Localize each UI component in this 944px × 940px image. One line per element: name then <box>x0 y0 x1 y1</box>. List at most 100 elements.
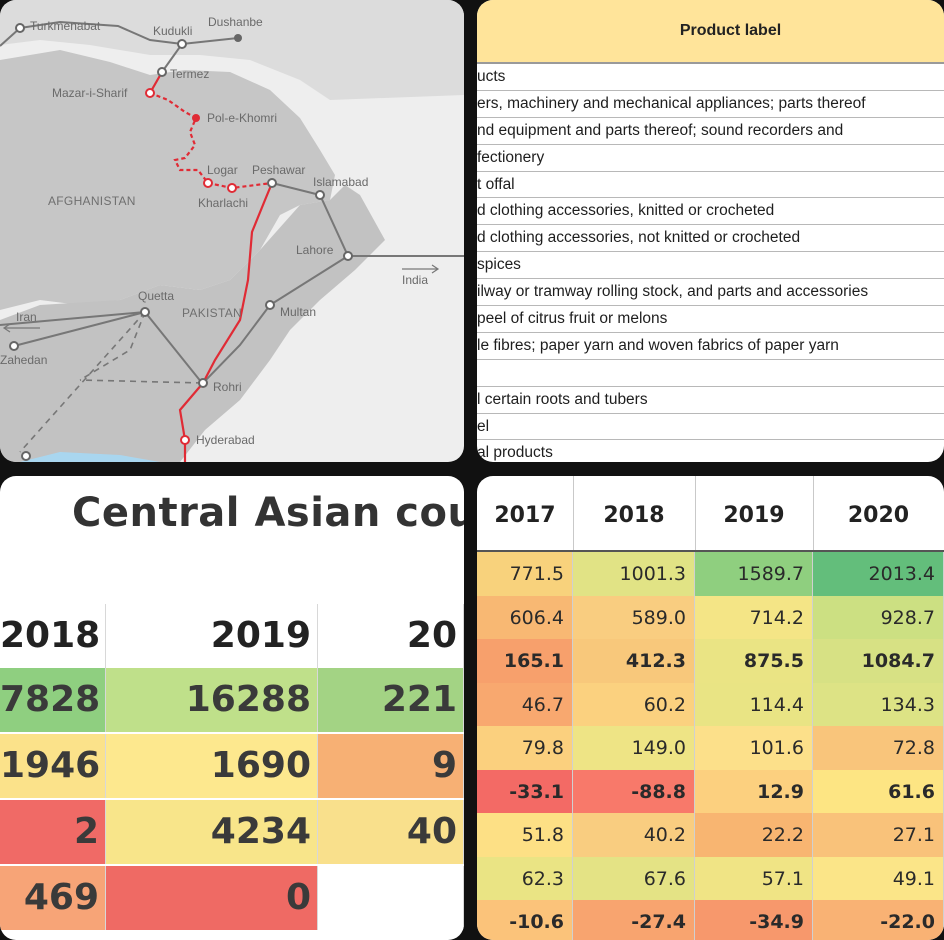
table-cell: 165.1 <box>477 639 573 683</box>
table-cell: 22.2 <box>695 813 813 857</box>
product-label-row <box>477 360 944 387</box>
table-cell: 1084.7 <box>813 639 944 683</box>
route-map: Turkmenabat Kudukli Dushanbe Termez Maza… <box>0 0 464 462</box>
year-column-header: 2020 <box>813 476 944 550</box>
column-header: 20 <box>318 604 464 668</box>
table-cell: -33.1 <box>477 769 573 814</box>
yearly-values-tile: 2017 2018 2019 2020 771.5 1001.3 1589.7 2013.4… <box>477 476 944 940</box>
table-row: 46.7 60.2 114.4 134.3 <box>477 682 944 728</box>
table-row: 606.4 589.0 714.2 928.7 <box>477 595 944 641</box>
table-row: 62.3 67.6 57.1 49.1 <box>477 856 944 902</box>
table-cell: 875.5 <box>695 639 813 683</box>
table-cell: 40.2 <box>573 813 695 857</box>
table-cell: 114.4 <box>695 682 813 727</box>
city-label-pol: Pol-e-Khomri <box>207 111 277 125</box>
table-cell: 221 <box>318 668 464 732</box>
product-label-row: nd equipment and parts thereof; sound re… <box>477 118 944 145</box>
water-arabian-sea <box>20 452 160 462</box>
product-label-header: Product label <box>477 0 944 64</box>
table-cell: 4234 <box>106 800 318 864</box>
table-cell: 412.3 <box>573 639 695 683</box>
city-label-logar: Logar <box>207 163 238 177</box>
table-cell: 469 <box>0 866 106 930</box>
city-label-dushanbe: Dushanbe <box>208 15 263 29</box>
table-cell: 101.6 <box>695 726 813 770</box>
product-label-row: t offal <box>477 172 944 199</box>
year-column-header: 2017 <box>477 476 574 550</box>
city-label-multan: Multan <box>280 305 316 319</box>
table-cell: 12.9 <box>695 769 813 814</box>
product-label-row: d clothing accessories, not knitted or c… <box>477 225 944 253</box>
product-label-row: le fibres; paper yarn and woven fabrics … <box>477 333 944 360</box>
table-cell: 61.6 <box>813 769 944 814</box>
product-label-row: spices <box>477 252 944 280</box>
column-header: 2019 <box>106 604 318 668</box>
product-label-row: ilway or tramway rolling stock, and part… <box>477 279 944 307</box>
table-cell: 149.0 <box>573 726 695 770</box>
table-cell: 2013.4 <box>813 552 944 596</box>
country-label-iran: Iran <box>16 310 37 324</box>
table-row: -33.1 -88.8 12.9 61.6 <box>477 769 944 815</box>
table-cell <box>318 866 464 930</box>
table-cell: 1001.3 <box>573 552 695 596</box>
table-cell: 589.0 <box>573 595 695 640</box>
table-row: 51.8 40.2 22.2 27.1 <box>477 813 944 858</box>
city-label-hyderabad: Hyderabad <box>196 433 255 447</box>
product-label-row: l certain roots and tubers <box>477 387 944 414</box>
city-label-rohri: Rohri <box>213 380 242 394</box>
table-row: 165.1 412.3 875.5 1084.7 <box>477 639 944 684</box>
table-row: -10.6 -27.4 -34.9 -22.0 <box>477 900 944 940</box>
year-column-header: 2018 <box>573 476 696 550</box>
city-label-peshawar: Peshawar <box>252 163 305 177</box>
table-cell: -34.9 <box>695 900 813 940</box>
map-tile: Turkmenabat Kudukli Dushanbe Termez Maza… <box>0 0 464 462</box>
city-label-quetta: Quetta <box>138 289 174 303</box>
table-cell: 714.2 <box>695 595 813 640</box>
product-label-row: peel of citrus fruit or melons <box>477 306 944 333</box>
column-header: 2018 <box>0 604 106 668</box>
table-cell: 27.1 <box>813 813 944 857</box>
table-cell: 771.5 <box>477 552 573 596</box>
table-cell: 51.8 <box>477 813 573 857</box>
table-cell: 60.2 <box>573 682 695 727</box>
table-cell: 0 <box>106 866 318 930</box>
country-label-pakistan: PAKISTAN <box>182 306 242 320</box>
table-cell: 16288 <box>106 668 318 732</box>
table-cell: 7828 <box>0 668 106 732</box>
table-cell: 9 <box>318 734 464 798</box>
city-label-kudukli: Kudukli <box>153 24 192 38</box>
land-pakistan <box>0 185 385 462</box>
table-cell: 2 <box>0 800 106 864</box>
city-label-kharlachi: Kharlachi <box>198 196 248 210</box>
table-cell: -27.4 <box>573 900 695 940</box>
product-label-row: el <box>477 414 944 441</box>
city-label-turkmenabat: Turkmenabat <box>30 19 101 33</box>
city-label-termez: Termez <box>170 67 209 81</box>
table-cell: 606.4 <box>477 595 573 640</box>
table-cell: 928.7 <box>813 595 944 640</box>
product-label-row: ucts <box>477 64 944 91</box>
city-label-mazar: Mazar-i-Sharif <box>52 86 128 100</box>
country-label-afghanistan: AFGHANISTAN <box>48 194 136 208</box>
table-cell: -88.8 <box>573 769 695 814</box>
table-cell: 57.1 <box>695 856 813 901</box>
central-asia-tile: Central Asian count 20182019207828162882… <box>0 476 464 940</box>
product-label-row: al products <box>477 440 944 462</box>
central-asia-title: Central Asian count <box>72 490 464 536</box>
city-label-zahedan: Zahedan <box>0 353 47 367</box>
table-cell: 79.8 <box>477 726 573 770</box>
table-cell: 1946 <box>0 734 106 798</box>
table-row: 771.5 1001.3 1589.7 2013.4 <box>477 552 944 597</box>
table-cell: -10.6 <box>477 900 573 940</box>
table-cell: 67.6 <box>573 856 695 901</box>
year-column-header: 2019 <box>695 476 814 550</box>
city-label-islamabad: Islamabad <box>313 175 368 189</box>
planned-rail-lines <box>19 311 203 453</box>
table-row: 79.8 149.0 101.6 72.8 <box>477 726 944 771</box>
yearly-header-row: 2017 2018 2019 2020 <box>477 476 944 552</box>
table-cell: 49.1 <box>813 856 944 901</box>
product-label-row: d clothing accessories, knitted or croch… <box>477 198 944 226</box>
table-cell: 46.7 <box>477 682 573 727</box>
country-label-india: India <box>402 273 428 287</box>
product-label-row: ers, machinery and mechanical appliances… <box>477 91 944 118</box>
